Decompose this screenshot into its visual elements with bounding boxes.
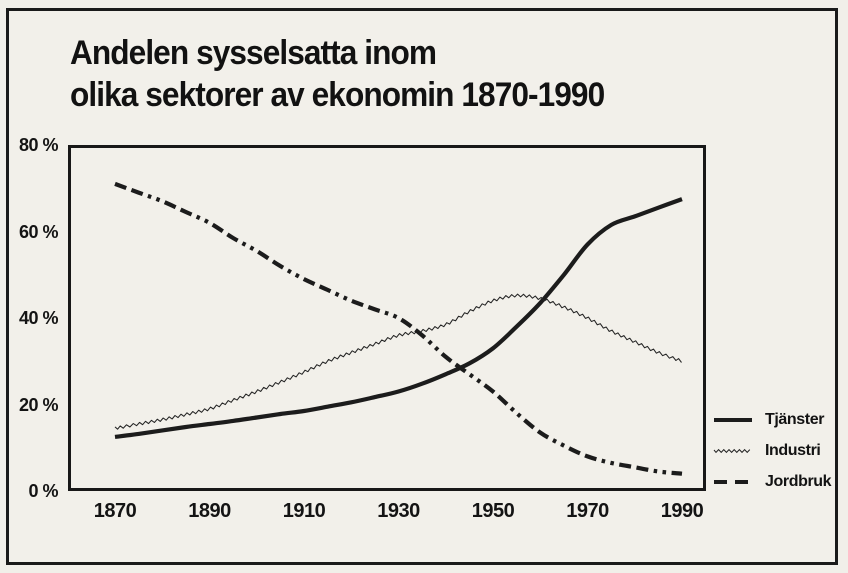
y-tick-label-40: 40 % bbox=[18, 308, 59, 328]
series-line-tjanster bbox=[114, 197, 683, 439]
x-tick-label-1930: 1930 bbox=[377, 500, 420, 522]
x-tick-label-1950: 1950 bbox=[471, 500, 515, 522]
y-tick-label-60: 60 % bbox=[18, 221, 59, 242]
x-tick-label-1970: 1970 bbox=[566, 500, 609, 522]
chart-title: Andelen sysselsatta inom olika sektorer … bbox=[70, 32, 605, 116]
legend-solid-line-sample bbox=[714, 418, 752, 422]
legend: Tjänster Industri Jordbruk bbox=[712, 410, 832, 492]
y-tick-label-80: 80 % bbox=[18, 135, 59, 155]
y-tick-label-0: 0 % bbox=[28, 481, 58, 501]
x-tick-label-1890: 1890 bbox=[188, 500, 231, 522]
x-tick-label-1990: 1990 bbox=[660, 500, 704, 522]
legend-item-industri: Industri bbox=[712, 441, 831, 461]
series-line-jordbruk bbox=[114, 181, 683, 476]
series-line-industri bbox=[114, 293, 682, 430]
chart-title-line2: olika sektorer av ekonomin 1870-1990 bbox=[70, 76, 605, 115]
plot-border bbox=[68, 145, 706, 491]
legend-line-glyph bbox=[713, 448, 751, 454]
legend-item-tjanster: Tjänster bbox=[712, 410, 831, 430]
legend-label: Jordbruk bbox=[765, 473, 832, 490]
legend-dotted-line-sample bbox=[713, 448, 751, 454]
legend-label: Tjänster bbox=[765, 411, 825, 428]
chart-title-line1: Andelen sysselsatta inom bbox=[70, 34, 437, 72]
legend-dashed-line-sample bbox=[714, 480, 752, 484]
figure-frame bbox=[6, 8, 838, 565]
legend-label: Industri bbox=[765, 442, 821, 459]
legend-item-jordbruk: Jordbruk bbox=[712, 472, 832, 492]
y-tick-label-20: 20 % bbox=[18, 394, 59, 415]
x-tick-label-1910: 1910 bbox=[282, 500, 326, 522]
x-tick-label-1870: 1870 bbox=[93, 500, 137, 522]
